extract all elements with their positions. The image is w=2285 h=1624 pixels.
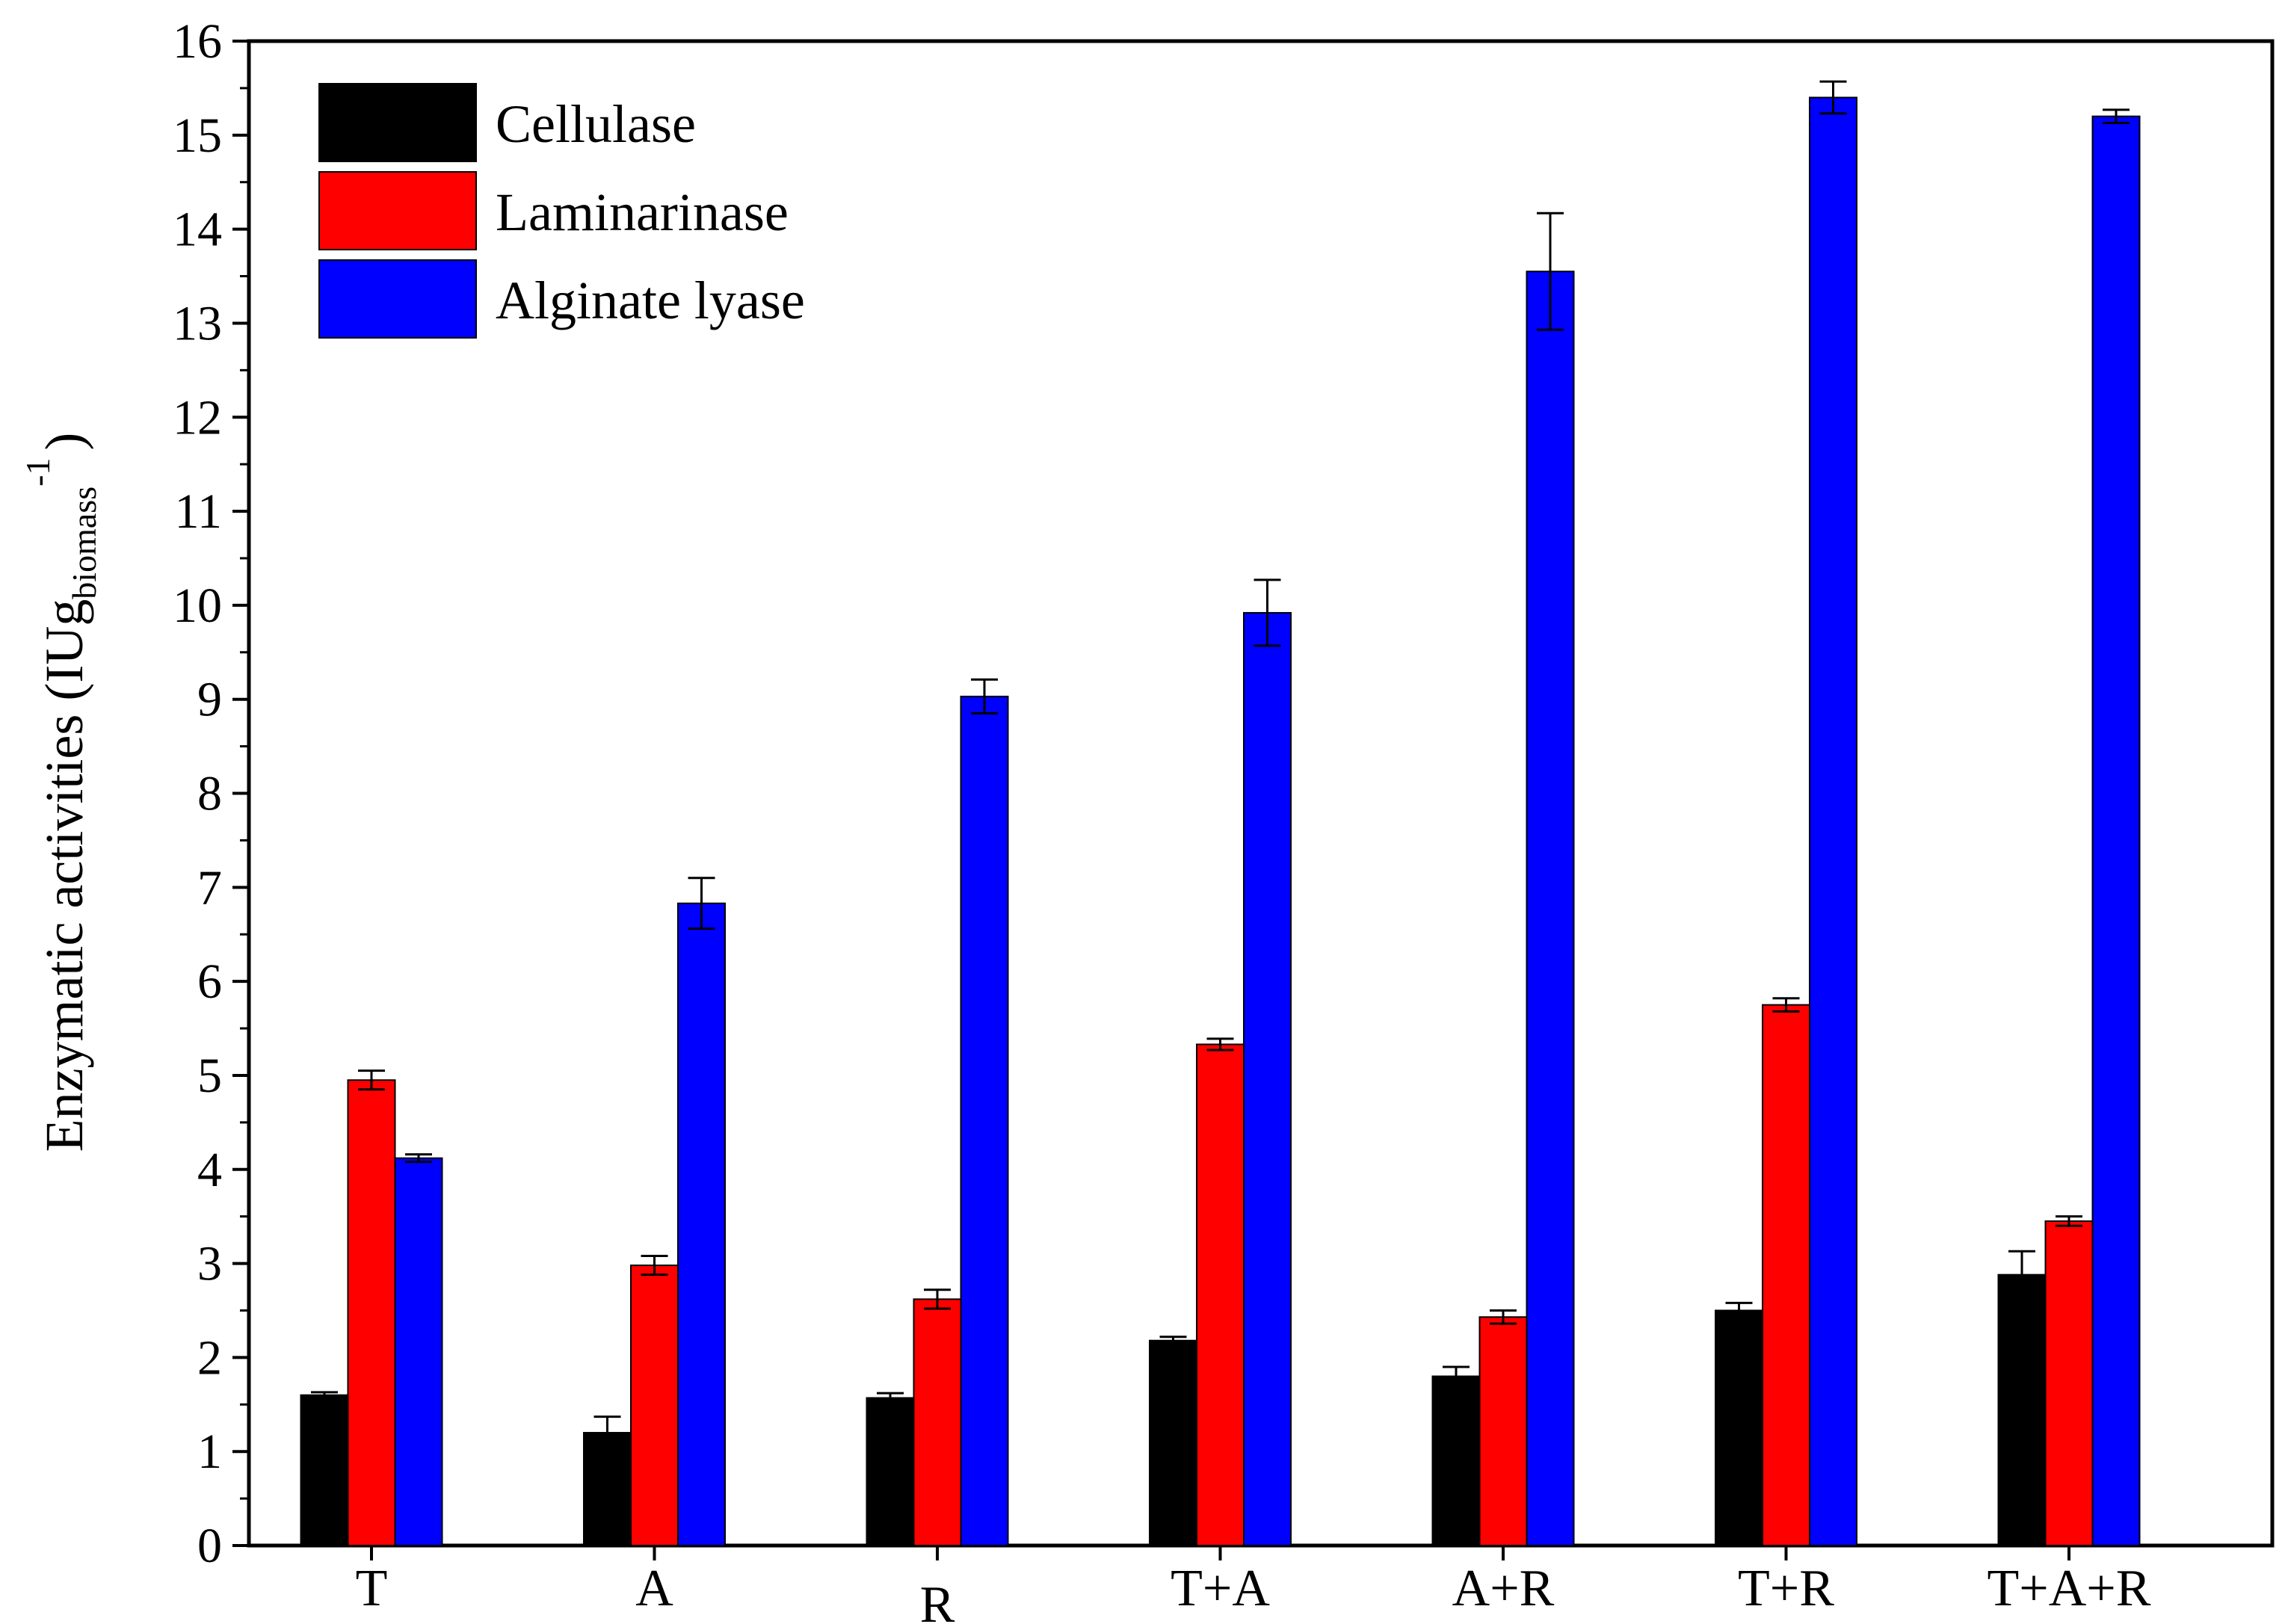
y-tick-label: 11 [174,484,222,539]
bar-cellulase [866,1397,915,1546]
legend-swatch [318,83,477,162]
legend-label: Laminarinase [496,182,789,242]
x-category-label: T+A+R [1988,1560,2151,1617]
bar-cellulase [300,1394,349,1546]
x-category-label: A+R [1452,1560,1555,1617]
bar-laminarinase [1478,1316,1528,1546]
bar-laminarinase [2044,1220,2094,1547]
y-tick-label: 6 [197,954,222,1009]
bar-alginate-lyase [1243,611,1292,1547]
bar-cellulase [1715,1309,1763,1546]
bar-alginate-lyase [677,902,726,1547]
y-axis-title-close: ) [34,433,94,451]
bar-alginate-lyase [1809,96,1857,1546]
y-tick-label: 0 [197,1519,222,1573]
y-tick-label: 5 [197,1049,222,1103]
x-category-label: T+R [1738,1560,1834,1617]
y-tick-label: 10 [173,578,222,633]
legend-label: Alginate lyase [496,271,805,330]
bar-laminarinase [347,1079,396,1546]
y-axis-title-main: Enzymatic activities (IUg [34,599,94,1152]
y-tick-label: 14 [173,203,222,257]
x-axis: T A R T+A A+R T+R T+A+R [356,1546,2151,1624]
y-tick-label: 12 [173,390,222,445]
bar-laminarinase [913,1298,962,1546]
y-tick-label: 15 [173,108,222,163]
legend: Cellulase Laminarinase Alginate lyase [318,83,805,339]
y-tick-label: 7 [197,860,222,915]
y-axis-title: Enzymatic activities (IUgbiomass -1) [19,433,103,1152]
bar-alginate-lyase [960,695,1009,1547]
legend-swatch [318,259,477,339]
x-category-label: T+A [1171,1560,1270,1617]
bar-alginate-lyase [2091,115,2141,1546]
y-tick-label: 13 [173,296,222,351]
y-axis-title-subscript: biomass [65,487,103,599]
bar-laminarinase [1762,1004,1810,1546]
y-tick-label: 4 [197,1143,222,1197]
bar-series-group [300,80,2141,1547]
y-tick-label: 9 [197,673,222,727]
y-tick-label: 2 [197,1330,222,1385]
bar-alginate-lyase [1526,271,1575,1547]
x-category-label: A [635,1560,673,1617]
x-category-label: R [920,1576,955,1624]
legend-swatch [318,171,477,250]
y-tick-label: 8 [197,767,222,821]
legend-label: Cellulase [496,94,696,154]
y-tick-label: 3 [197,1237,222,1291]
bar-alginate-lyase [394,1157,443,1546]
x-category-label: T [356,1560,388,1617]
y-tick-label: 1 [197,1424,222,1479]
bar-cellulase [1431,1375,1481,1546]
bar-cellulase [1149,1339,1197,1546]
bar-laminarinase [1196,1043,1245,1547]
bar-laminarinase [630,1265,679,1546]
bar-cellulase [1997,1273,2047,1547]
y-axis-title-superscript: -1 [19,458,57,487]
y-tick-label: 16 [173,14,222,69]
